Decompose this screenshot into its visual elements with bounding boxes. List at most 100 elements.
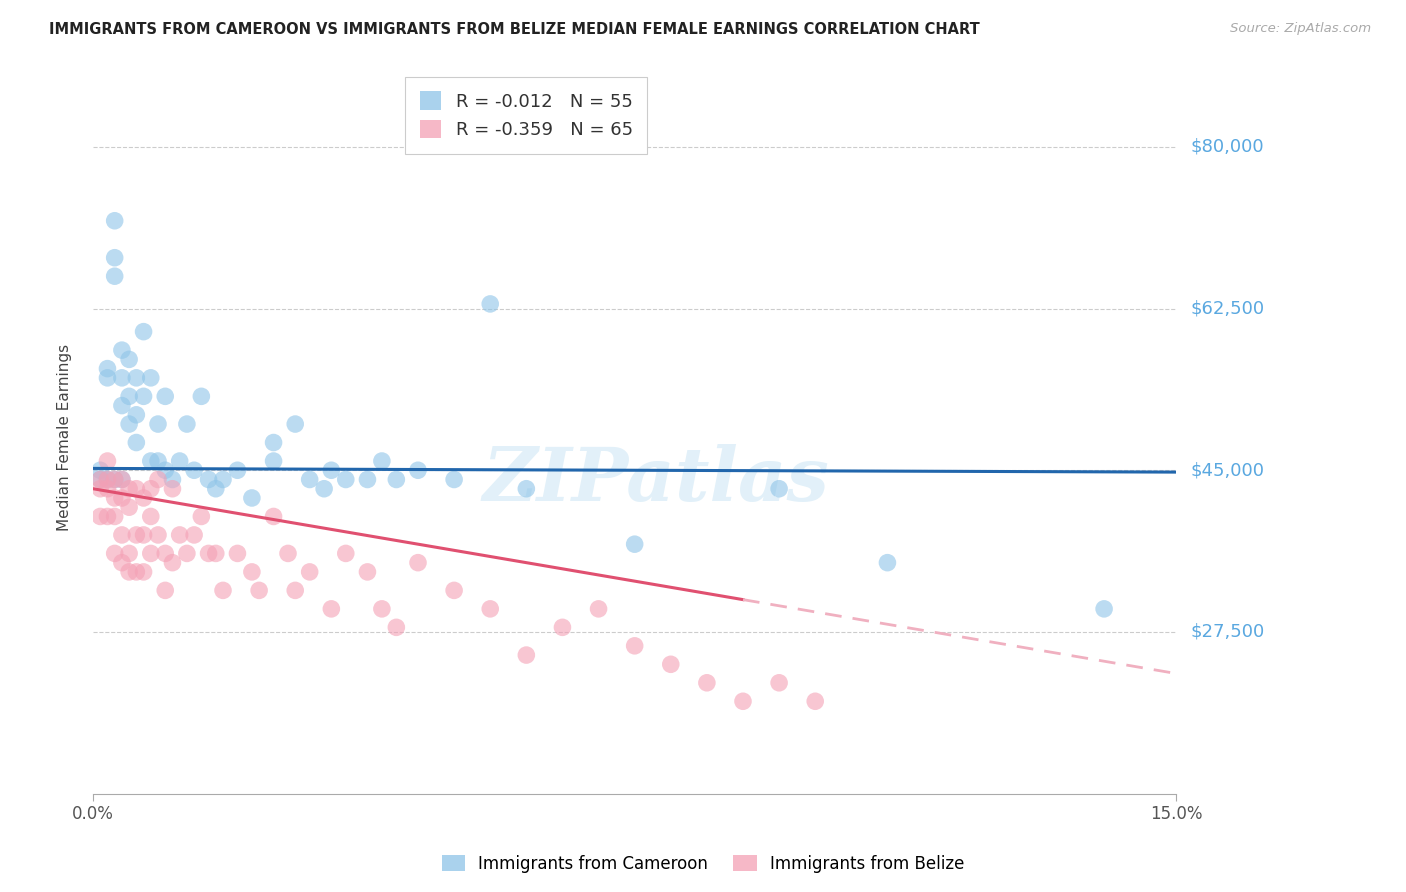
Point: [169, 454, 191, 468]
Point: [118, 546, 141, 560]
Point: [155, 583, 177, 598]
Point: [190, 509, 212, 524]
Point: [125, 435, 148, 450]
Point: [804, 694, 827, 708]
Text: ZIPatlas: ZIPatlas: [482, 444, 830, 516]
Point: [551, 620, 574, 634]
Point: [298, 565, 321, 579]
Point: [176, 546, 198, 560]
Point: [284, 417, 307, 431]
Point: [132, 325, 155, 339]
Point: [104, 213, 127, 227]
Text: $45,000: $45,000: [1191, 461, 1264, 479]
Point: [89, 473, 111, 487]
Text: IMMIGRANTS FROM CAMEROON VS IMMIGRANTS FROM BELIZE MEDIAN FEMALE EARNINGS CORREL: IMMIGRANTS FROM CAMEROON VS IMMIGRANTS F…: [49, 22, 980, 37]
Point: [190, 389, 212, 403]
Point: [659, 657, 682, 672]
Point: [588, 602, 610, 616]
Point: [104, 269, 127, 284]
Point: [263, 509, 285, 524]
Point: [111, 473, 134, 487]
Point: [263, 454, 285, 468]
Point: [96, 361, 118, 376]
Point: [89, 463, 111, 477]
Text: $80,000: $80,000: [1191, 138, 1264, 156]
Point: [479, 297, 502, 311]
Point: [204, 482, 226, 496]
Point: [623, 537, 645, 551]
Point: [111, 491, 134, 505]
Point: [89, 509, 111, 524]
Point: [96, 473, 118, 487]
Point: [96, 473, 118, 487]
Text: $27,500: $27,500: [1191, 623, 1264, 641]
Point: [139, 482, 162, 496]
Point: [125, 565, 148, 579]
Legend: Immigrants from Cameroon, Immigrants from Belize: Immigrants from Cameroon, Immigrants fro…: [434, 848, 972, 880]
Point: [118, 482, 141, 496]
Legend: R = -0.012   N = 55, R = -0.359   N = 65: R = -0.012 N = 55, R = -0.359 N = 65: [405, 77, 648, 153]
Point: [212, 473, 235, 487]
Point: [515, 648, 537, 662]
Point: [197, 546, 219, 560]
Point: [240, 565, 263, 579]
Point: [169, 528, 191, 542]
Text: $62,500: $62,500: [1191, 300, 1264, 318]
Point: [96, 454, 118, 468]
Point: [298, 473, 321, 487]
Point: [183, 463, 205, 477]
Point: [139, 454, 162, 468]
Point: [132, 528, 155, 542]
Point: [125, 408, 148, 422]
Point: [104, 509, 127, 524]
Point: [263, 435, 285, 450]
Point: [104, 473, 127, 487]
Y-axis label: Median Female Earnings: Median Female Earnings: [58, 344, 72, 532]
Point: [118, 389, 141, 403]
Point: [125, 371, 148, 385]
Point: [104, 251, 127, 265]
Point: [111, 556, 134, 570]
Point: [89, 482, 111, 496]
Point: [240, 491, 263, 505]
Text: Source: ZipAtlas.com: Source: ZipAtlas.com: [1230, 22, 1371, 36]
Point: [226, 546, 249, 560]
Point: [768, 675, 790, 690]
Point: [731, 694, 754, 708]
Point: [118, 565, 141, 579]
Point: [406, 556, 429, 570]
Point: [111, 371, 134, 385]
Point: [146, 454, 169, 468]
Point: [125, 482, 148, 496]
Point: [876, 556, 898, 570]
Point: [118, 500, 141, 515]
Point: [335, 546, 357, 560]
Point: [321, 602, 343, 616]
Point: [104, 546, 127, 560]
Point: [176, 417, 198, 431]
Point: [314, 482, 336, 496]
Point: [139, 546, 162, 560]
Point: [335, 473, 357, 487]
Point: [515, 482, 537, 496]
Point: [155, 389, 177, 403]
Point: [132, 491, 155, 505]
Point: [1092, 602, 1115, 616]
Point: [104, 473, 127, 487]
Point: [118, 417, 141, 431]
Point: [111, 473, 134, 487]
Point: [125, 528, 148, 542]
Point: [183, 528, 205, 542]
Point: [321, 463, 343, 477]
Point: [284, 583, 307, 598]
Point: [162, 556, 184, 570]
Point: [696, 675, 718, 690]
Point: [111, 343, 134, 358]
Point: [385, 473, 408, 487]
Point: [356, 565, 378, 579]
Point: [204, 546, 226, 560]
Point: [443, 473, 465, 487]
Point: [146, 417, 169, 431]
Point: [371, 454, 394, 468]
Point: [623, 639, 645, 653]
